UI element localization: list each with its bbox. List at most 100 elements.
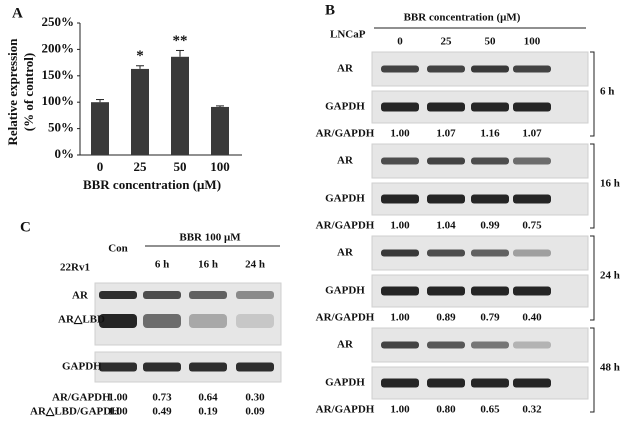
band bbox=[143, 362, 181, 372]
row-label: AR bbox=[72, 290, 89, 302]
bracket bbox=[590, 235, 595, 321]
band bbox=[471, 286, 509, 296]
column-label: 0 bbox=[397, 36, 403, 48]
band bbox=[513, 157, 551, 165]
time-label: 48 h bbox=[600, 362, 620, 374]
band bbox=[381, 102, 419, 112]
ratio-value: 0.49 bbox=[152, 406, 172, 418]
ratio-value: 1.00 bbox=[390, 128, 410, 140]
row-label: GAPDH bbox=[325, 193, 365, 205]
band bbox=[471, 194, 509, 204]
band bbox=[513, 65, 551, 73]
row-label: AR bbox=[337, 63, 354, 75]
column-label: Con bbox=[108, 243, 128, 255]
band bbox=[236, 314, 274, 328]
ratio-value: 1.00 bbox=[390, 404, 410, 416]
column-label: 25 bbox=[441, 36, 453, 48]
x-axis-title: BBR concentration (μM) bbox=[83, 177, 221, 192]
band bbox=[427, 378, 465, 388]
band bbox=[381, 65, 419, 73]
ratio-label: AR/GAPDH bbox=[316, 312, 375, 324]
significance: * bbox=[136, 48, 144, 64]
band bbox=[236, 362, 274, 372]
ratio-value: 1.04 bbox=[436, 220, 456, 232]
band bbox=[471, 157, 509, 165]
band bbox=[471, 65, 509, 73]
y-tick-label: 0% bbox=[55, 146, 75, 161]
band bbox=[381, 286, 419, 296]
band bbox=[513, 378, 551, 388]
band bbox=[427, 249, 465, 257]
y-tick-label: 200% bbox=[42, 40, 75, 55]
column-label: 6 h bbox=[155, 259, 169, 271]
bar bbox=[211, 106, 229, 155]
significance: ** bbox=[173, 33, 188, 49]
ratio-value: 0.30 bbox=[245, 392, 265, 404]
row-label: GAPDH bbox=[325, 377, 365, 389]
time-label: 16 h bbox=[600, 178, 620, 190]
ratio-value: 0.73 bbox=[152, 392, 172, 404]
cell-line: 22Rv1 bbox=[60, 262, 90, 274]
ratio-value: 1.07 bbox=[436, 128, 456, 140]
y-tick-label: 150% bbox=[42, 67, 75, 82]
ratio-value: 0.79 bbox=[480, 312, 500, 324]
treatment: BBR 100 μM bbox=[179, 232, 241, 244]
ratio-value: 1.16 bbox=[480, 128, 500, 140]
bracket bbox=[590, 51, 595, 137]
cell-line: LNCaP bbox=[330, 29, 366, 41]
x-tick-label: 0 bbox=[97, 159, 104, 174]
band bbox=[471, 378, 509, 388]
ratio-value: 0.65 bbox=[480, 404, 500, 416]
band bbox=[236, 291, 274, 299]
row-label: AR bbox=[337, 247, 354, 259]
band bbox=[471, 341, 509, 349]
panel-label: A bbox=[12, 5, 23, 21]
column-label: 100 bbox=[524, 36, 541, 48]
y-tick-label: 250% bbox=[42, 14, 75, 29]
ratio-value: 0.40 bbox=[522, 312, 542, 324]
column-label: 24 h bbox=[245, 259, 265, 271]
row-label: GAPDH bbox=[325, 285, 365, 297]
band bbox=[513, 286, 551, 296]
header: BBR concentration (μM) bbox=[404, 12, 521, 24]
ratio-label: AR/GAPDH bbox=[52, 392, 111, 404]
band bbox=[381, 249, 419, 257]
y-axis-title: Relative expression bbox=[5, 38, 20, 146]
ratio-value: 0.19 bbox=[198, 406, 218, 418]
ratio-value: 0.09 bbox=[245, 406, 265, 418]
ratio-label: AR/GAPDH bbox=[316, 220, 375, 232]
band bbox=[143, 291, 181, 299]
ratio-value: 0.32 bbox=[522, 404, 542, 416]
ratio-value: 1.00 bbox=[108, 406, 128, 418]
band bbox=[427, 286, 465, 296]
band bbox=[189, 291, 227, 299]
band bbox=[427, 65, 465, 73]
band bbox=[427, 194, 465, 204]
band bbox=[143, 314, 181, 328]
ratio-label: AR/GAPDH bbox=[316, 404, 375, 416]
column-label: 50 bbox=[485, 36, 497, 48]
band bbox=[513, 194, 551, 204]
band bbox=[189, 314, 227, 328]
band bbox=[99, 314, 137, 328]
bar bbox=[171, 56, 189, 155]
band bbox=[427, 341, 465, 349]
band bbox=[513, 102, 551, 112]
x-tick-label: 25 bbox=[134, 159, 148, 174]
ratio-label: AR/GAPDH bbox=[316, 128, 375, 140]
ratio-value: 0.75 bbox=[522, 220, 542, 232]
x-tick-label: 100 bbox=[210, 159, 230, 174]
bar bbox=[91, 102, 109, 155]
band bbox=[471, 102, 509, 112]
band bbox=[99, 291, 137, 299]
row-label: GAPDH bbox=[325, 101, 365, 113]
ratio-value: 1.00 bbox=[390, 220, 410, 232]
x-tick-label: 50 bbox=[174, 159, 187, 174]
bracket bbox=[590, 143, 595, 229]
ratio-label: AR△LBD/GAPDH bbox=[30, 406, 120, 418]
band bbox=[381, 378, 419, 388]
band bbox=[513, 249, 551, 257]
row-label: AR bbox=[337, 155, 354, 167]
bar bbox=[131, 68, 149, 155]
band bbox=[427, 157, 465, 165]
